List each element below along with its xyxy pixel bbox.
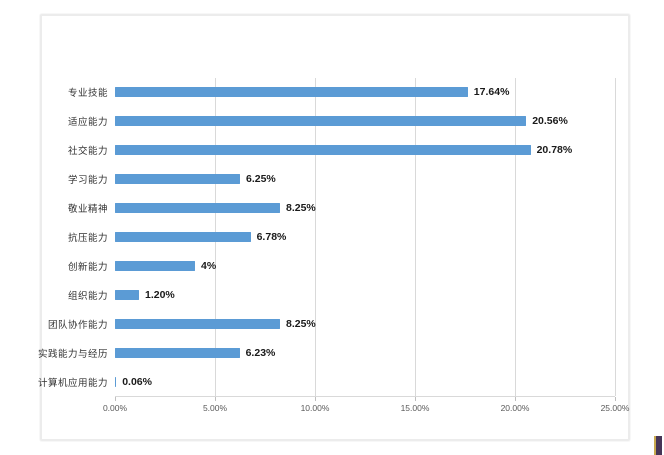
chart-row: 组织能力 1.20% bbox=[68, 280, 615, 309]
bar bbox=[115, 174, 240, 185]
bar bbox=[115, 116, 527, 127]
value-label: 6.23% bbox=[245, 346, 276, 359]
category-label: 实践能力与经历 bbox=[37, 348, 108, 360]
chart-row: 敬业精神 8.25% bbox=[68, 194, 615, 223]
bar bbox=[115, 231, 251, 242]
value-label: 4% bbox=[201, 259, 217, 272]
category-label: 社交能力 bbox=[67, 146, 108, 158]
cursor-artifact bbox=[654, 436, 662, 455]
chart-row: 学习能力 6.25% bbox=[68, 165, 615, 194]
value-label: 8.25% bbox=[286, 202, 316, 215]
gridline bbox=[315, 78, 316, 396]
bar bbox=[115, 347, 240, 358]
x-axis-tick-label: 10.00% bbox=[300, 403, 330, 413]
category-label: 敬业精神 bbox=[67, 204, 108, 216]
axis-tick bbox=[315, 397, 316, 401]
value-label: 6.25% bbox=[246, 173, 276, 186]
axis-tick bbox=[115, 397, 116, 401]
bar bbox=[115, 318, 280, 329]
chart-row: 专业技能 17.64% bbox=[68, 78, 615, 107]
axis-tick bbox=[415, 397, 416, 401]
chart-row: 实践能力与经历 6.23% bbox=[38, 338, 615, 367]
bar bbox=[115, 87, 468, 98]
value-label: 20.78% bbox=[536, 144, 573, 157]
gridline bbox=[615, 78, 616, 396]
chart-row: 计算机应用能力 0.06% bbox=[38, 367, 615, 396]
bar bbox=[115, 260, 195, 271]
chart-row: 创新能力 4% bbox=[68, 251, 615, 280]
x-axis-tick-label: 15.00% bbox=[400, 403, 430, 413]
gridline bbox=[515, 78, 516, 396]
value-label: 20.56% bbox=[532, 115, 568, 128]
value-label: 6.78% bbox=[256, 230, 287, 243]
category-label: 抗压能力 bbox=[67, 232, 108, 244]
chart-row: 团队协作能力 8.25% bbox=[48, 309, 615, 338]
value-label: 8.25% bbox=[286, 317, 316, 330]
bar bbox=[115, 145, 531, 156]
x-axis-line bbox=[115, 396, 615, 397]
bar bbox=[115, 203, 280, 214]
bar-chart: 0.00% 5.00% 10.00% 15.00% 20.00% 25.00% 专业技能 17… bbox=[38, 14, 630, 441]
x-axis-tick-label: 0.00% bbox=[102, 403, 128, 413]
x-axis-tick-label: 20.00% bbox=[500, 403, 530, 413]
chart-row: 适应能力 20.56% bbox=[68, 107, 615, 136]
x-axis-tick-label: 25.00% bbox=[600, 403, 630, 413]
plot-area: 0.00% 5.00% 10.00% 15.00% 20.00% 25.00% 专业技能 17… bbox=[38, 78, 629, 413]
category-label: 创新能力 bbox=[67, 261, 108, 273]
category-label: 计算机应用能力 bbox=[37, 377, 108, 389]
axis-tick bbox=[515, 397, 516, 401]
category-label: 学习能力 bbox=[67, 175, 108, 187]
value-label: 0.06% bbox=[122, 375, 152, 388]
value-label: 1.20% bbox=[145, 288, 175, 301]
value-label: 17.64% bbox=[473, 86, 510, 99]
bar bbox=[115, 289, 139, 300]
category-label: 团队协作能力 bbox=[47, 319, 108, 331]
axis-tick bbox=[615, 397, 616, 401]
category-label: 适应能力 bbox=[67, 117, 108, 129]
x-axis-tick-label: 5.00% bbox=[202, 403, 228, 413]
category-label: 组织能力 bbox=[67, 290, 108, 302]
bar bbox=[115, 376, 117, 387]
chart-row: 抗压能力 6.78% bbox=[68, 223, 615, 252]
category-label: 专业技能 bbox=[67, 88, 108, 100]
axis-tick bbox=[215, 397, 216, 401]
chart-row: 社交能力 20.78% bbox=[68, 136, 615, 165]
gridline bbox=[415, 78, 416, 396]
